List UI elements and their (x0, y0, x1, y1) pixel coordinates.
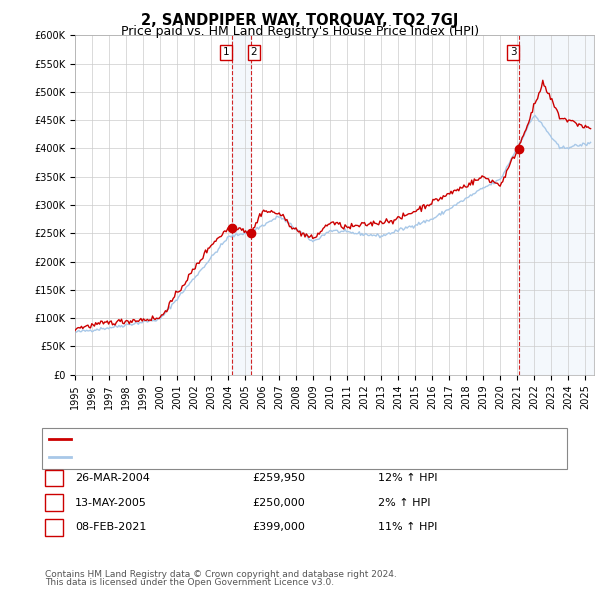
Text: £250,000: £250,000 (252, 498, 305, 507)
Text: 1: 1 (223, 47, 229, 57)
Text: Price paid vs. HM Land Registry's House Price Index (HPI): Price paid vs. HM Land Registry's House … (121, 25, 479, 38)
Text: £399,000: £399,000 (252, 523, 305, 532)
Text: 2: 2 (50, 498, 58, 507)
Text: 2% ↑ HPI: 2% ↑ HPI (378, 498, 431, 507)
Text: 1: 1 (50, 473, 58, 483)
Text: £259,950: £259,950 (252, 473, 305, 483)
Text: 2, SANDPIPER WAY, TORQUAY, TQ2 7GJ: 2, SANDPIPER WAY, TORQUAY, TQ2 7GJ (142, 13, 458, 28)
Text: 11% ↑ HPI: 11% ↑ HPI (378, 523, 437, 532)
Text: 3: 3 (50, 523, 58, 532)
Bar (519, 35, 594, 375)
Text: 12% ↑ HPI: 12% ↑ HPI (378, 473, 437, 483)
Text: HPI: Average price, detached house, Torbay: HPI: Average price, detached house, Torb… (74, 453, 317, 463)
Text: 3: 3 (510, 47, 517, 57)
Bar (232, 35, 251, 375)
Text: 08-FEB-2021: 08-FEB-2021 (75, 523, 146, 532)
Text: 13-MAY-2005: 13-MAY-2005 (75, 498, 147, 507)
Text: 2: 2 (251, 47, 257, 57)
Text: Contains HM Land Registry data © Crown copyright and database right 2024.: Contains HM Land Registry data © Crown c… (45, 570, 397, 579)
Text: 26-MAR-2004: 26-MAR-2004 (75, 473, 150, 483)
Text: This data is licensed under the Open Government Licence v3.0.: This data is licensed under the Open Gov… (45, 578, 334, 587)
Text: 2, SANDPIPER WAY, TORQUAY, TQ2 7GJ (detached house): 2, SANDPIPER WAY, TORQUAY, TQ2 7GJ (deta… (74, 434, 394, 444)
